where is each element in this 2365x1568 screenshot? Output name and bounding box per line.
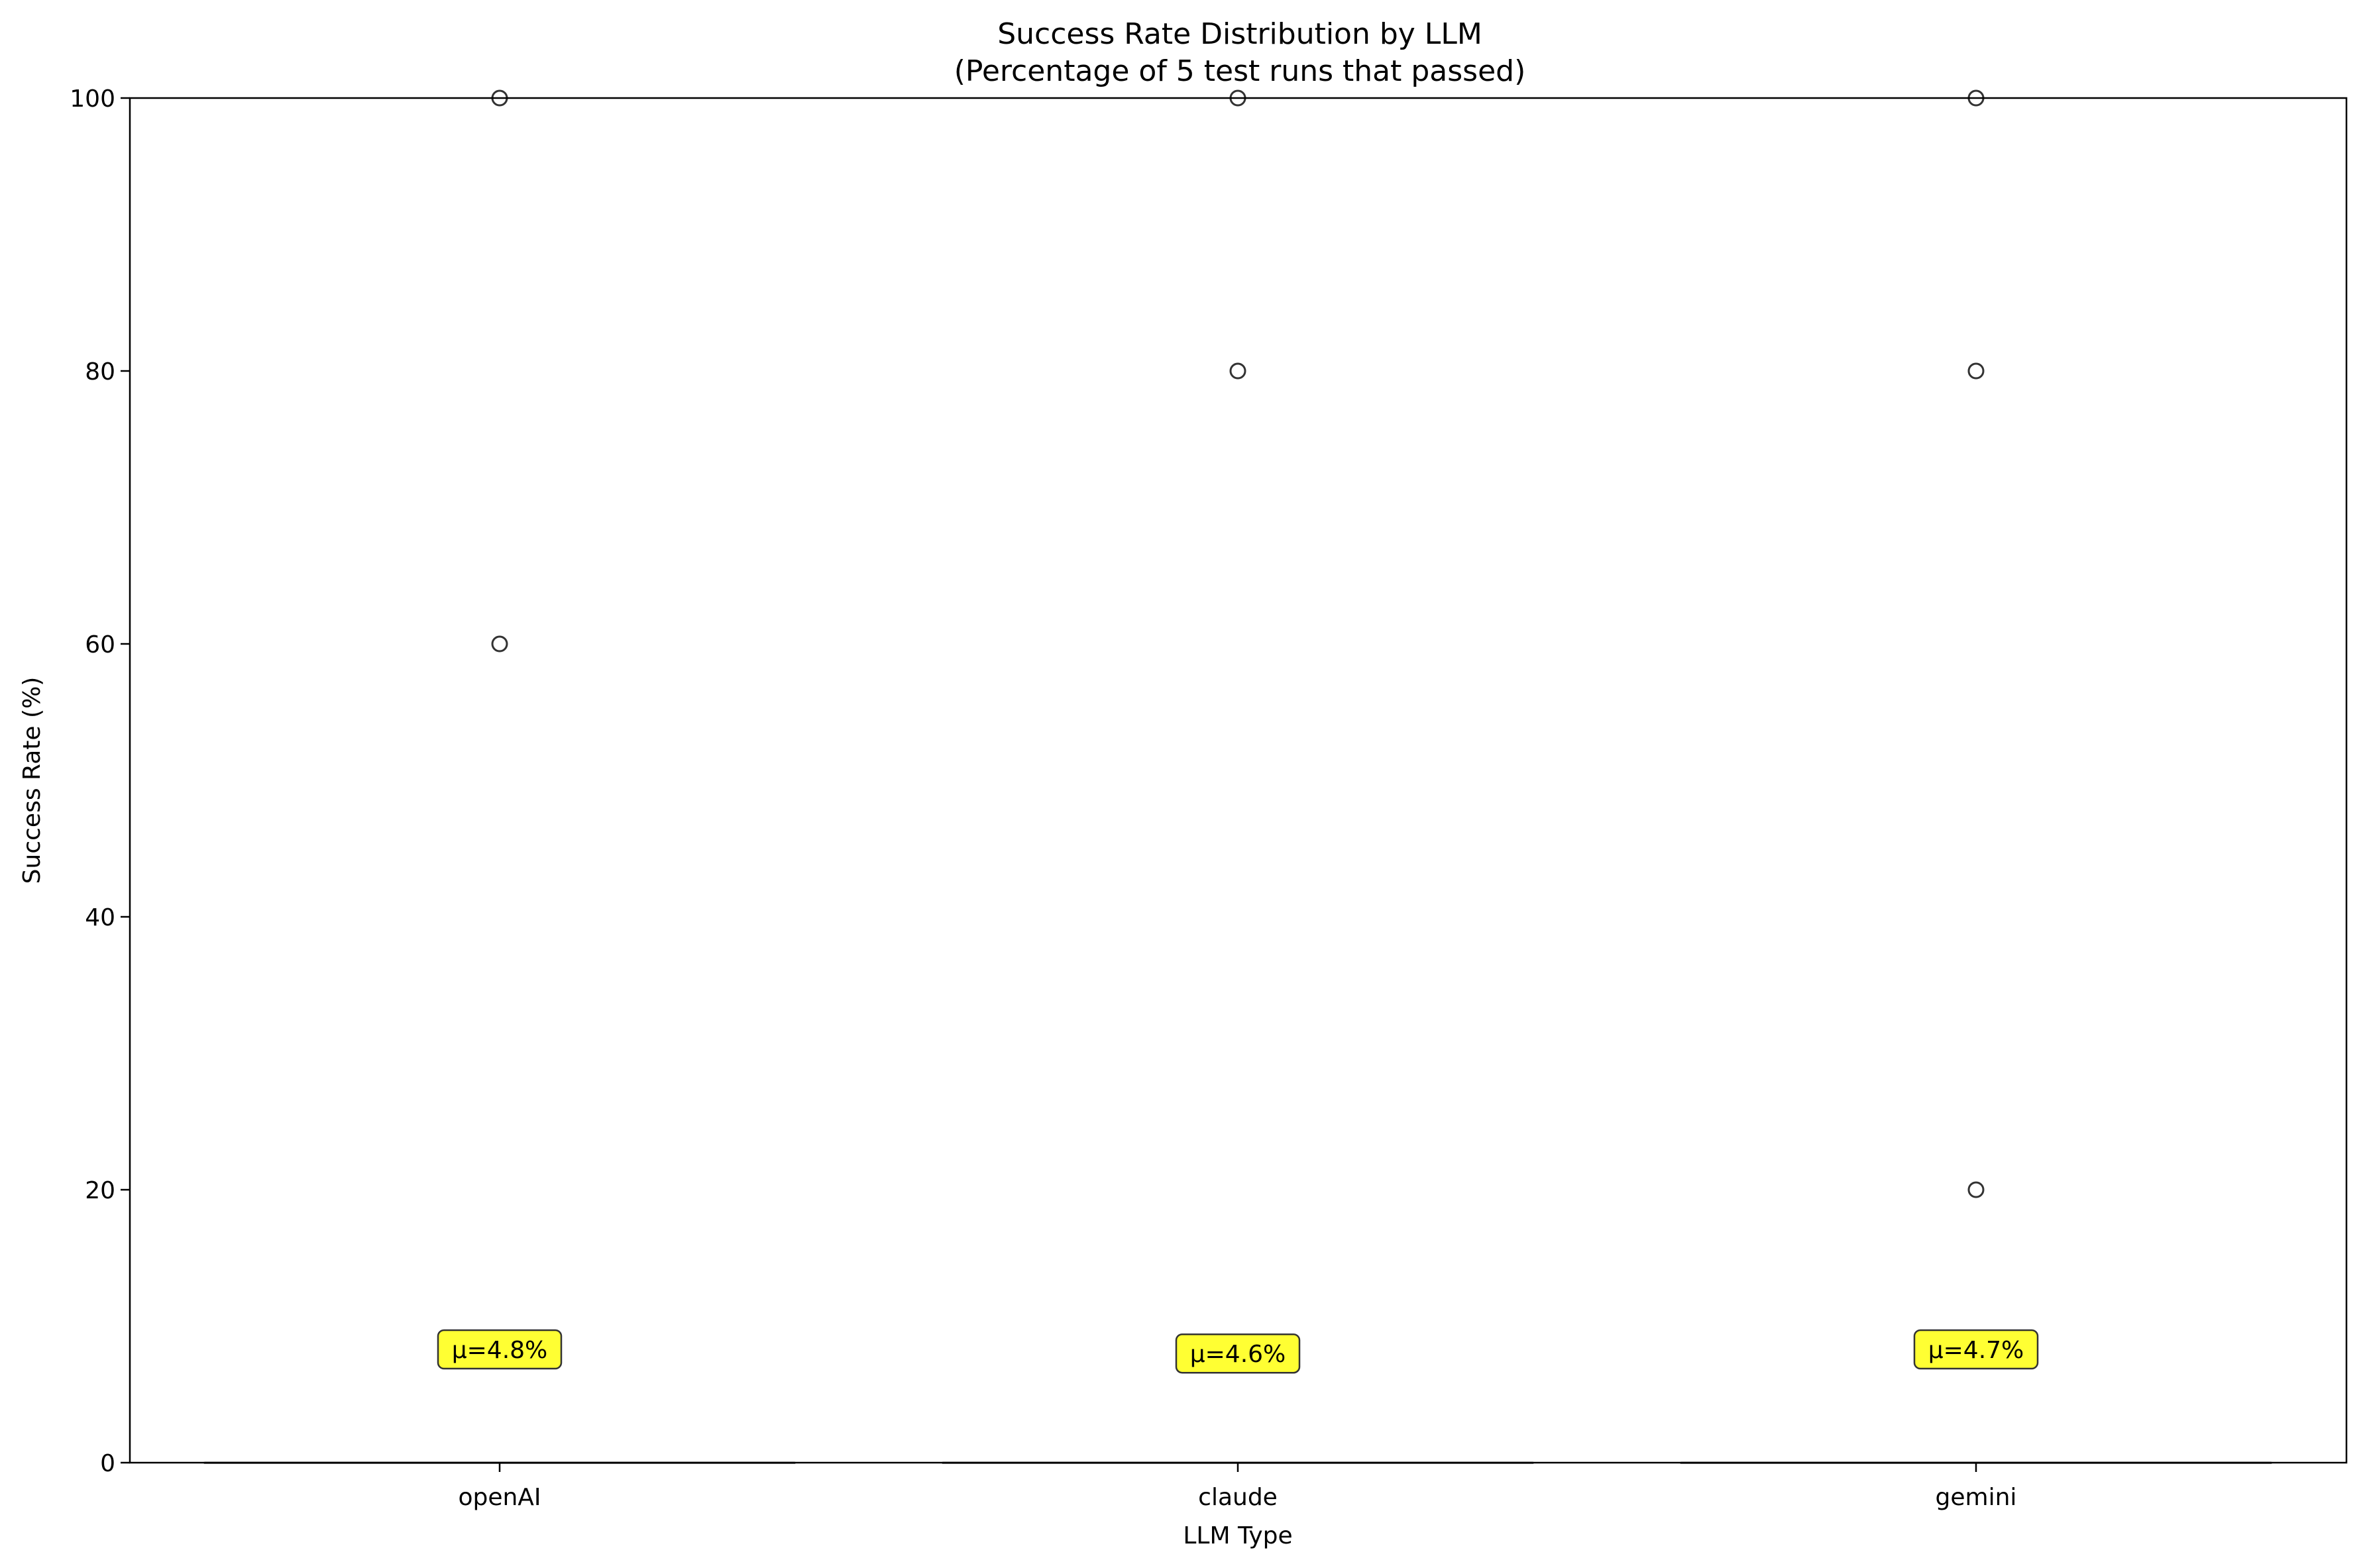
annotation-box [437,1329,563,1370]
y-tick-label: 100 [70,85,115,113]
outlier-point-claude [1229,362,1246,380]
outlier-point-gemini [1967,362,1985,380]
x-axis-label: LLM Type [1183,1522,1292,1549]
y-axis-label: Success Rate (%) [19,677,46,884]
mean-annotation-gemini: μ=4.7% [1913,1329,2039,1370]
y-tick-label: 0 [100,1450,115,1477]
annotation-box [1175,1333,1301,1374]
mean-annotation-openAI: μ=4.8% [437,1329,563,1370]
outlier-point-openAI [491,635,508,653]
chart-title: Success Rate Distribution by LLM [997,17,1482,51]
x-tick-label-openAI: openAI [458,1484,541,1511]
x-tick-label-claude: claude [1198,1484,1278,1511]
outlier-point-gemini [1967,1181,1985,1198]
y-tick-label: 80 [85,358,115,386]
annotation-text: μ=4.6% [1190,1341,1286,1368]
annotation-box [1913,1329,2039,1370]
mean-annotation-claude: μ=4.6% [1175,1333,1301,1374]
x-tick-label-gemini: gemini [1936,1484,2017,1511]
y-tick-label: 40 [85,904,115,931]
y-tick-label: 60 [85,631,115,658]
annotation-text: μ=4.7% [1928,1337,2024,1364]
y-tick-label: 20 [85,1177,115,1204]
chart-subtitle: (Percentage of 5 test runs that passed) [954,54,1526,88]
annotation-text: μ=4.8% [452,1337,548,1364]
